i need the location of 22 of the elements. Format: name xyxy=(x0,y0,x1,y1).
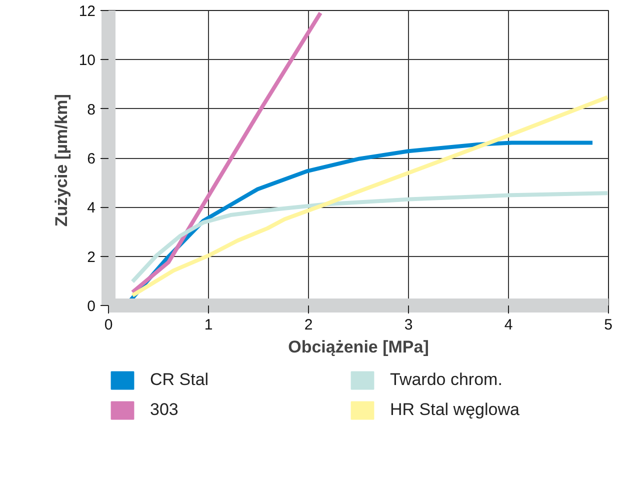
y-tick-label: 8 xyxy=(87,101,96,118)
legend-label: 303 xyxy=(150,400,180,420)
y-tick-label: 10 xyxy=(78,52,96,70)
x-tick-label: 1 xyxy=(204,316,213,334)
line-series xyxy=(130,95,608,298)
y-tick-label: 6 xyxy=(87,150,96,168)
x-tick-label: 3 xyxy=(404,316,413,334)
x-tick-label: 5 xyxy=(604,316,612,334)
y-tick-label: 0 xyxy=(87,298,96,315)
y-tick-label: 2 xyxy=(87,248,96,266)
y-axis-title: Zużycie [µm/km] xyxy=(52,94,71,227)
x-tick-label: 4 xyxy=(504,316,513,334)
line-series xyxy=(130,10,322,294)
y-tick-label: 12 xyxy=(78,3,96,20)
legend-label: Twardo chrom. xyxy=(390,370,504,390)
legend-label: CR Stal xyxy=(150,370,210,390)
x-tick-label: 2 xyxy=(304,316,313,334)
x-tick-label: 0 xyxy=(104,316,113,334)
x-axis-title: Obciążenie [MPa] xyxy=(288,338,429,356)
y-tick-label: 4 xyxy=(87,200,96,217)
line-series xyxy=(130,191,608,284)
legend-label: HR Stal węglowa xyxy=(390,400,520,420)
